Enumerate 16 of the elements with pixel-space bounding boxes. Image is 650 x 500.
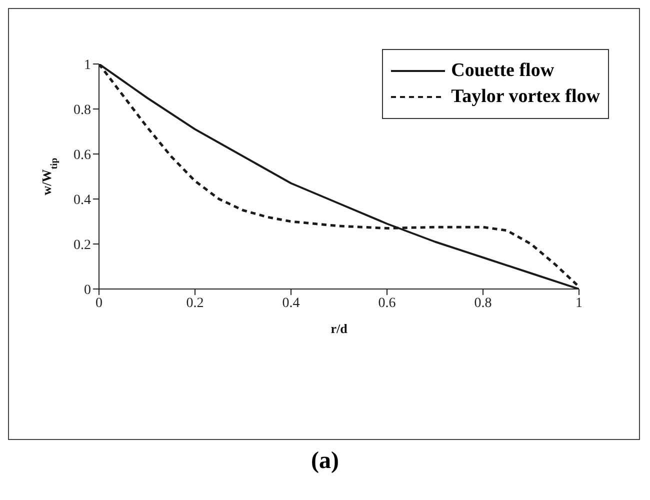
x-tick-label: 0.6 bbox=[378, 296, 396, 311]
y-tick-label: 0 bbox=[84, 282, 91, 298]
y-tick-label: 0.8 bbox=[74, 102, 91, 118]
text: (a) bbox=[310, 448, 340, 475]
legend-label: Taylor vortex flow bbox=[451, 86, 600, 108]
x-tick-label: 0.8 bbox=[474, 296, 492, 311]
x-tick-label: 1 bbox=[576, 296, 582, 311]
x-tick-label: 0.2 bbox=[186, 296, 204, 311]
y-tick-label: 1 bbox=[84, 58, 91, 73]
x-axis-title: r/d bbox=[330, 321, 348, 336]
legend-label: Couette flow bbox=[451, 60, 554, 82]
y-tick-label: 0.2 bbox=[74, 238, 91, 253]
y-tick-label: 0.6 bbox=[74, 148, 91, 163]
y-tick-label: 0.4 bbox=[74, 192, 91, 208]
x-tick-label: 0 bbox=[96, 296, 102, 311]
x-tick-label: 0.4 bbox=[282, 296, 300, 311]
